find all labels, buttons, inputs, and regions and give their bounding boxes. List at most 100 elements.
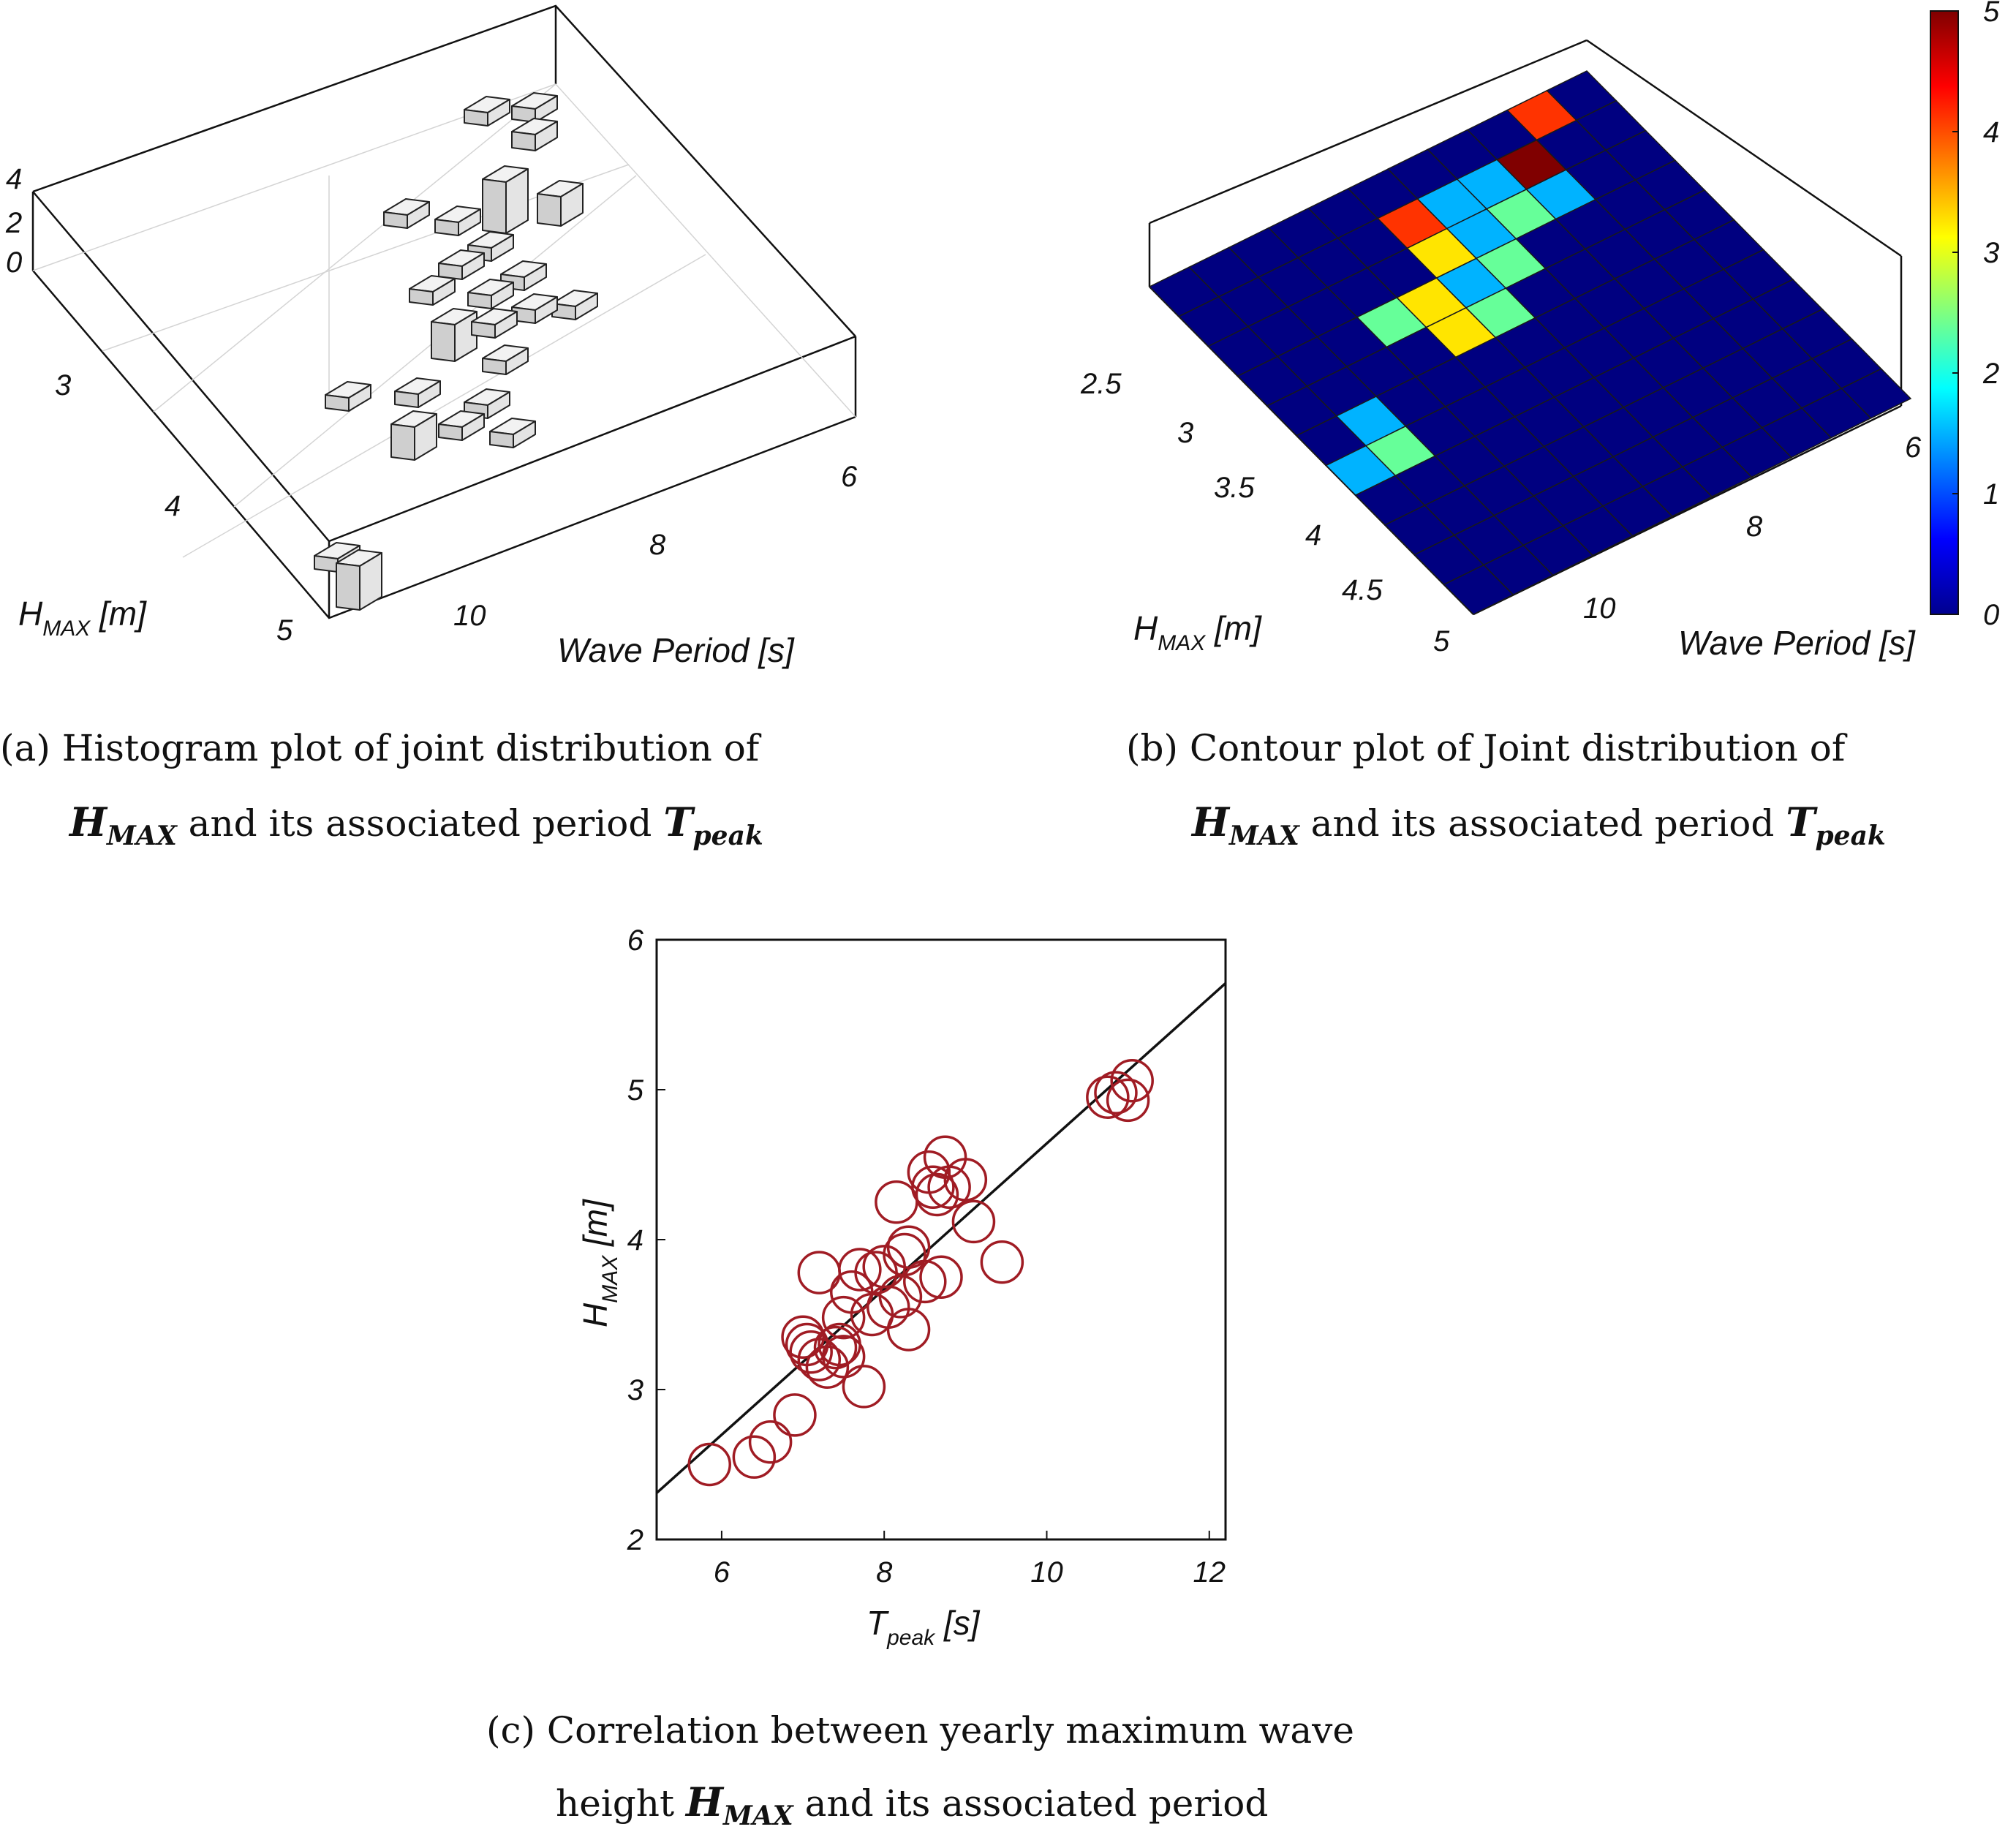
panel-c-scatter: 6 8 10 12 2 3 4 5 6 Tpeak [s] HMAX [m] (c) Corre…: [486, 924, 1354, 1831]
scatter-point: [919, 1255, 963, 1299]
scatter-point: [687, 1442, 731, 1487]
b-y-tick-3: 3: [1177, 417, 1193, 449]
colorbar-tick-label: 4: [1983, 116, 1999, 148]
panel-a-xlabel: Wave Period [s]: [557, 631, 795, 669]
panel-c-xlabel: Tpeak [s]: [867, 1604, 981, 1650]
histogram-bar: [511, 92, 558, 123]
histogram-bar: [409, 275, 456, 306]
b-y-tick-2.5: 2.5: [1080, 368, 1122, 400]
x-tick-label: 8: [876, 1556, 893, 1588]
z-tick-4: 4: [6, 163, 22, 195]
b-x-tick-10: 10: [1583, 592, 1616, 625]
panel-b-cells: [1148, 70, 1912, 615]
y-tick-label: 4: [627, 1224, 643, 1256]
histogram-bar: [467, 279, 514, 309]
scatter-point: [951, 1199, 996, 1244]
histogram-bar: [482, 165, 529, 234]
panel-b-x-ticks: 6 8 10: [1583, 431, 1922, 625]
panel-c-ylabel: HMAX [m]: [576, 1199, 622, 1327]
scatter-point: [842, 1365, 886, 1409]
panel-b-xlabel: Wave Period [s]: [1678, 624, 1916, 662]
scatter-point: [748, 1420, 793, 1464]
panel-c-ticks: 6 8 10 12 2 3 4 5 6: [627, 924, 1226, 1588]
panel-a-histogram: 4 2 0 3 4 5 6 8 10 HMAX [m] Wave Period …: [0, 4, 858, 851]
b-y-tick-3.5: 3.5: [1214, 472, 1255, 504]
y-tick-4: 4: [165, 490, 181, 522]
histogram-bar: [482, 344, 529, 375]
fit-line: [655, 982, 1227, 1494]
panel-c-points: [687, 1058, 1154, 1487]
colorbar-tick-label: 1: [1983, 478, 1999, 510]
colorbar-ticks: 0 1 2 3 4 5: [1952, 0, 2000, 631]
b-y-tick-4: 4: [1305, 519, 1321, 551]
histogram-bar: [325, 381, 371, 412]
colorbar-tick-label: 3: [1983, 237, 1999, 269]
z-tick-2: 2: [5, 207, 22, 239]
scatter-point: [980, 1240, 1024, 1284]
y-tick-label: 5: [627, 1074, 644, 1107]
panel-b-heatmap: 2.5 3 3.5 4 4.5 5 6 8 10 HMAX [m] Wave P…: [1080, 0, 2000, 851]
scatter-point: [1110, 1058, 1154, 1103]
colorbar-tick-label: 0: [1983, 599, 1999, 631]
y-tick-label: 6: [627, 924, 644, 957]
panel-a-ylabel: HMAX [m]: [18, 595, 147, 641]
histogram-bar: [336, 549, 382, 611]
x-tick-6: 6: [841, 461, 858, 493]
panel-a-grid: [32, 83, 856, 558]
scatter-point: [818, 1322, 861, 1367]
colorbar-tick-label: 5: [1983, 0, 2000, 28]
caption-b-line1: (b) Contour plot of Joint distribution o…: [1126, 727, 1848, 769]
histogram-bar: [511, 118, 558, 151]
z-tick-0: 0: [6, 246, 22, 279]
caption-a-line1: (a) Histogram plot of joint distribution…: [0, 727, 762, 769]
histogram-bar: [464, 96, 510, 127]
scatter-point: [773, 1393, 817, 1437]
scatter-point: [821, 1295, 866, 1340]
panel-a-z-ticks: 4 2 0: [5, 163, 22, 279]
scatter-point: [1106, 1078, 1150, 1123]
scatter-point: [915, 1172, 959, 1217]
scatter-point: [886, 1308, 931, 1352]
caption-a-line2: HMAX and its associated period Tpeak: [68, 799, 763, 851]
panel-a-box: [31, 4, 857, 619]
histogram-bar: [390, 410, 437, 461]
scatter-point: [789, 1330, 833, 1374]
histogram-bar: [438, 249, 485, 280]
scatter-point: [943, 1158, 988, 1202]
scatter-point: [878, 1275, 923, 1319]
histogram-bar: [431, 308, 477, 362]
scatter-point: [732, 1435, 777, 1479]
heat-cell: [1841, 368, 1912, 419]
caption-b-line2: HMAX and its associated period Tpeak: [1190, 799, 1886, 851]
x-tick-8: 8: [649, 529, 666, 561]
colorbar-tick-label: 2: [1982, 358, 1999, 390]
colorbar: [1930, 10, 1959, 615]
y-tick-3: 3: [55, 369, 71, 402]
b-y-tick-5: 5: [1433, 625, 1450, 657]
panel-b-ylabel: HMAX [m]: [1133, 609, 1262, 655]
x-tick-label: 10: [1030, 1556, 1063, 1588]
scatter-point: [805, 1345, 850, 1389]
histogram-bar: [383, 198, 430, 229]
b-x-tick-8: 8: [1746, 510, 1763, 543]
scatter-point: [903, 1259, 947, 1304]
y-tick-5: 5: [276, 614, 293, 647]
scatter-point: [813, 1325, 858, 1370]
b-x-tick-6: 6: [1905, 431, 1922, 464]
x-tick-label: 6: [714, 1556, 730, 1588]
scatter-point: [911, 1165, 955, 1209]
histogram-bar: [438, 410, 485, 441]
panel-a-bars: [314, 92, 598, 611]
y-tick-label: 2: [627, 1524, 643, 1556]
panel-a-y-ticks: 3 4 5: [55, 369, 293, 647]
scatter-point: [838, 1248, 882, 1292]
histogram-bar: [394, 377, 441, 408]
y-tick-label: 3: [627, 1374, 643, 1406]
histogram-bar: [511, 293, 558, 324]
b-y-tick-4.5: 4.5: [1342, 574, 1383, 606]
histogram-bar: [551, 290, 598, 320]
scatter-point: [1086, 1075, 1130, 1119]
histogram-bar: [489, 418, 536, 448]
caption-c-line1: (c) Correlation between yearly maximum w…: [486, 1709, 1354, 1752]
